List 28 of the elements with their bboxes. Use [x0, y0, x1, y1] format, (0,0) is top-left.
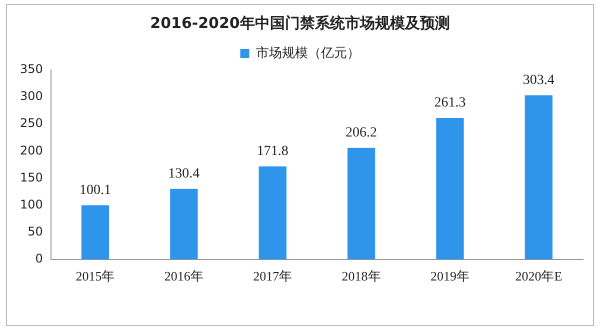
chart-title: 2016-2020年中国门禁系统市场规模及预测 — [150, 14, 450, 32]
x-tick-label: 2017年 — [253, 268, 292, 284]
bar — [170, 188, 198, 260]
y-tick-label: 250 — [20, 116, 43, 130]
y-tick-label: 150 — [20, 170, 43, 184]
bar — [436, 118, 464, 260]
data-label: 261.3 — [434, 96, 466, 111]
x-tick-label: 2018年 — [342, 268, 381, 284]
bar — [524, 95, 552, 260]
y-tick-label: 200 — [20, 143, 43, 158]
data-label: 100.1 — [79, 182, 111, 198]
x-tick-label: 2019年 — [430, 268, 470, 284]
x-tick-label: 2020年E — [515, 268, 562, 284]
bar — [81, 205, 110, 260]
legend-label: 市场规模（亿元） — [256, 46, 360, 61]
data-label: 171.8 — [256, 144, 288, 160]
y-tick-label: 100 — [20, 197, 43, 212]
y-tick-label: 0 — [35, 252, 43, 266]
y-tick-label: 50 — [28, 224, 43, 238]
data-label: 206.2 — [346, 125, 378, 140]
y-tick-label: 300 — [20, 89, 43, 104]
bar — [347, 148, 376, 260]
data-label: 130.4 — [168, 166, 200, 182]
x-tick-label: 2015年 — [76, 268, 115, 284]
y-tick-label: 350 — [20, 62, 43, 76]
data-label: 303.4 — [522, 72, 554, 88]
bar — [258, 166, 286, 260]
x-tick-label: 2016年 — [164, 268, 204, 284]
